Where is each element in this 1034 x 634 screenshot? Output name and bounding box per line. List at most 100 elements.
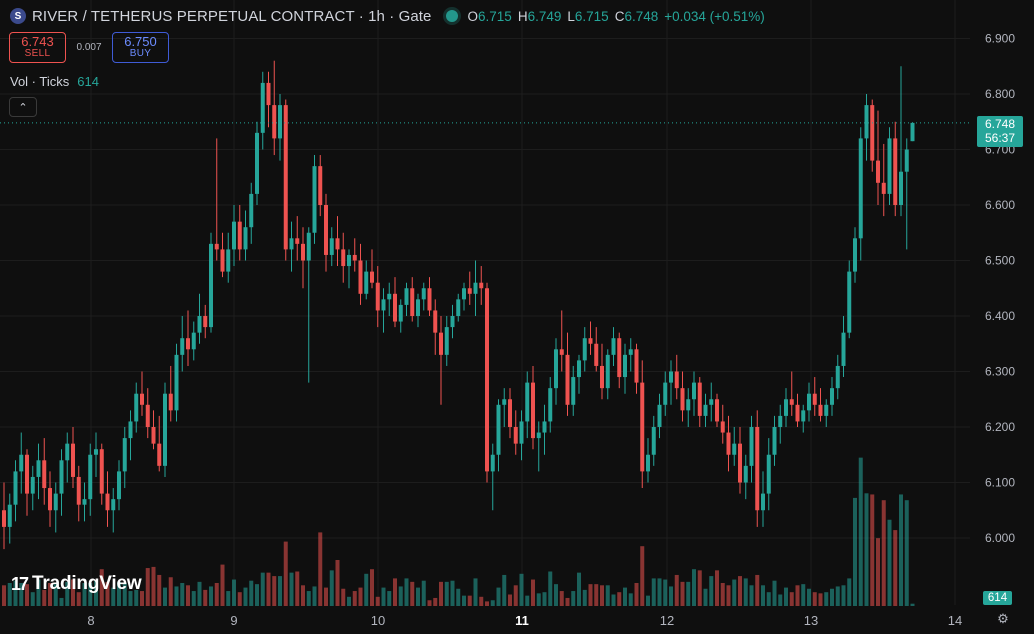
volume-bar — [577, 572, 581, 606]
volume-bar — [145, 568, 150, 606]
candle-body — [145, 404, 150, 427]
volume-bar — [628, 593, 633, 606]
candle-body — [237, 221, 242, 250]
volume-bar — [94, 580, 98, 606]
sell-label: SELL — [24, 48, 51, 60]
volume-bar — [42, 589, 47, 606]
candle-body — [439, 332, 443, 355]
candle-body — [732, 443, 737, 455]
volume-bar — [266, 572, 271, 606]
candle-body — [605, 354, 610, 389]
candle-body — [71, 443, 75, 477]
candle-body — [375, 282, 380, 311]
y-axis-tick-label: 6.300 — [985, 365, 1015, 379]
candle-body — [485, 288, 489, 472]
volume-bar — [709, 576, 714, 606]
candle-body — [99, 449, 104, 494]
open-label: O — [467, 8, 479, 24]
tradingview-logo[interactable]: 17 TradingView — [11, 573, 142, 595]
gear-icon[interactable]: ⚙ — [997, 611, 1009, 626]
volume-bar — [352, 591, 357, 606]
volume-bar — [720, 583, 725, 606]
candle-body — [674, 371, 679, 389]
y-axis-tick-label: 6.400 — [985, 309, 1015, 323]
candle-body — [795, 404, 800, 422]
candle-body — [835, 365, 840, 389]
volume-bar — [646, 595, 650, 606]
candle-body — [801, 410, 806, 422]
volume-bar — [7, 583, 12, 606]
candle-body — [289, 238, 294, 250]
sell-button[interactable]: 6.743 SELL — [9, 32, 66, 63]
candle-body — [697, 382, 702, 416]
volume-bar — [272, 576, 277, 606]
candle-body — [554, 349, 558, 389]
y-axis-tick-label: 6.100 — [985, 476, 1015, 490]
volume-bar — [789, 592, 794, 606]
candle-body — [784, 399, 788, 416]
symbol-logo-icon: S — [10, 8, 26, 24]
volume-bar — [726, 585, 731, 606]
buy-button[interactable]: 6.750 BUY — [112, 32, 169, 63]
candle-body — [870, 105, 875, 161]
chevron-up-icon: ⌃ — [18, 101, 28, 114]
candle-body — [772, 427, 777, 455]
volume-bar — [818, 593, 823, 606]
volume-bar — [755, 574, 760, 606]
volume-bar — [19, 583, 24, 606]
x-axis-tick-label: 8 — [87, 613, 94, 628]
candle-body — [743, 465, 748, 483]
volume-bar — [479, 596, 484, 606]
candle-body — [640, 382, 645, 472]
candle-body — [462, 288, 466, 300]
candle-body — [623, 354, 627, 378]
volume-bar — [519, 573, 524, 606]
candle-body — [30, 476, 35, 494]
candle-body — [421, 288, 426, 300]
volume-bar — [600, 585, 604, 606]
volume-bar — [76, 592, 81, 606]
candle-body — [479, 282, 484, 289]
volume-bar — [203, 589, 208, 606]
volume-bar — [462, 595, 466, 606]
candle-body — [646, 454, 650, 472]
volume-bar — [197, 581, 202, 606]
volume-bar — [2, 585, 6, 606]
candle-body — [2, 510, 6, 527]
volume-bar — [88, 583, 93, 606]
volume-bar — [582, 589, 587, 606]
candle-body — [812, 393, 817, 405]
volume-bar — [674, 574, 679, 606]
candle-body — [680, 388, 685, 411]
high-value: 6.749 — [527, 8, 562, 24]
volume-bar — [611, 594, 616, 606]
volume-legend[interactable]: Vol · Ticks 614 — [10, 74, 99, 89]
candle-body — [301, 243, 305, 261]
candle-body — [456, 299, 461, 316]
candle-body — [910, 122, 915, 142]
candle-body — [427, 288, 432, 311]
x-axis-tick-label: 14 — [948, 613, 962, 628]
candle-body — [600, 365, 604, 389]
volume-bar — [237, 592, 242, 606]
candle-body — [508, 399, 512, 427]
candle-body — [410, 288, 415, 316]
x-axis-tick-label: 10 — [371, 613, 385, 628]
candle-body — [881, 182, 886, 194]
candle-body — [761, 493, 765, 511]
ohlc-legend: O6.715 H6.749 L6.715 C6.748 +0.034 (+0.5… — [468, 9, 765, 24]
candle-body — [519, 421, 524, 444]
symbol-title[interactable]: RIVER / TETHERUS PERPETUAL CONTRACT · 1h… — [32, 7, 432, 25]
candle-body — [88, 454, 93, 500]
volume-bar — [887, 519, 892, 606]
candle-body — [180, 338, 185, 355]
volume-bar — [899, 494, 903, 606]
volume-bar — [559, 591, 564, 606]
volume-bar — [686, 581, 691, 606]
volume-bar — [105, 581, 110, 606]
collapse-legend-button[interactable]: ⌃ — [9, 97, 37, 117]
candle-body — [588, 338, 593, 344]
volume-bar — [743, 578, 748, 606]
y-axis-tick-label: 6.800 — [985, 87, 1015, 101]
